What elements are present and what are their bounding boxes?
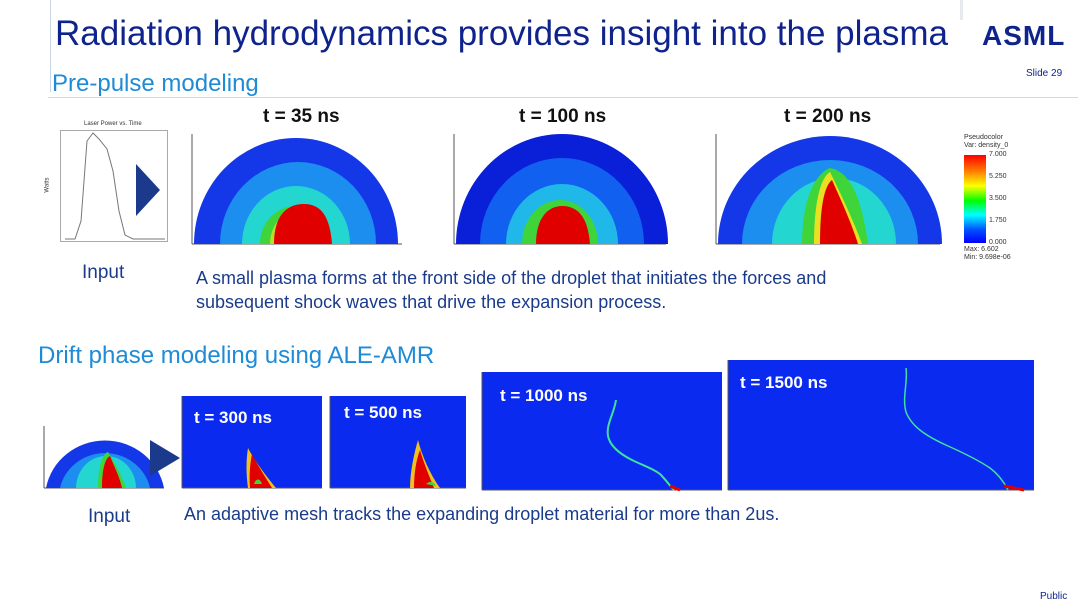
density-panel-200ns — [702, 132, 954, 262]
snapshot-label: t = 100 ns — [519, 106, 607, 127]
legend-tick: 0.000 — [989, 239, 1007, 246]
drift-input-label: Input — [88, 506, 131, 527]
header-divider — [48, 97, 1078, 98]
prepulse-description: A small plasma forms at the front side o… — [196, 266, 826, 314]
legend-var-line: Var: density_0 — [964, 142, 1009, 149]
right-arrow-icon — [150, 440, 180, 476]
amr-panel-1000ns — [474, 370, 726, 507]
legend-tick: 5.250 — [989, 173, 1007, 180]
snapshot-label: t = 1500 ns — [740, 373, 828, 392]
asml-logo: ASML — [982, 20, 1066, 51]
snapshot-label: t = 300 ns — [194, 408, 272, 427]
slide-number: Slide 29 — [1026, 68, 1063, 79]
classification-label: Public — [1040, 591, 1068, 602]
amr-panel-500ns — [322, 394, 472, 507]
decorative-mark — [960, 0, 963, 20]
legend-tick: 1.750 — [989, 217, 1007, 224]
laser-plot-ylabel: Watts — [44, 177, 51, 193]
snapshot-label: t = 200 ns — [784, 106, 872, 127]
laser-power-plot — [60, 130, 168, 242]
right-arrow-icon — [136, 164, 160, 216]
prepulse-description-line2: subsequent shock waves that drive the ex… — [196, 292, 667, 312]
legend-title: Pseudocolor Var: density_0 — [964, 134, 1008, 150]
density-panel-100ns — [440, 132, 680, 262]
prepulse-description-line1: A small plasma forms at the front side o… — [196, 268, 827, 288]
legend-title-line: Pseudocolor — [964, 134, 1003, 141]
legend-range: Max: 6.602 Min: 9.698e-06 — [964, 246, 1011, 262]
slide-title: Radiation hydrodynamics provides insight… — [55, 14, 948, 53]
legend-tick: 3.500 — [989, 195, 1007, 202]
drift-input-panel — [38, 424, 166, 499]
density-panel-35ns — [180, 132, 420, 262]
prepulse-input-label: Input — [82, 262, 125, 283]
laser-power-curve — [65, 132, 165, 240]
snapshot-label: t = 500 ns — [344, 403, 422, 422]
amr-panel-1500ns — [716, 358, 1038, 507]
drift-heading: Drift phase modeling using ALE-AMR — [38, 342, 435, 369]
prepulse-heading: Pre-pulse modeling — [52, 70, 259, 97]
laser-plot-title: Laser Power vs. Time — [84, 121, 142, 127]
legend-min: Min: 9.698e-06 — [964, 254, 1011, 261]
legend-max: Max: 6.602 — [964, 246, 999, 253]
drift-description: An adaptive mesh tracks the expanding dr… — [184, 504, 780, 524]
snapshot-label: t = 35 ns — [263, 106, 340, 127]
amr-panel-300ns — [176, 394, 326, 507]
snapshot-label: t = 1000 ns — [500, 386, 588, 405]
colorbar — [964, 155, 986, 243]
legend-tick: 7.000 — [989, 151, 1007, 158]
decorative-line — [50, 0, 51, 92]
